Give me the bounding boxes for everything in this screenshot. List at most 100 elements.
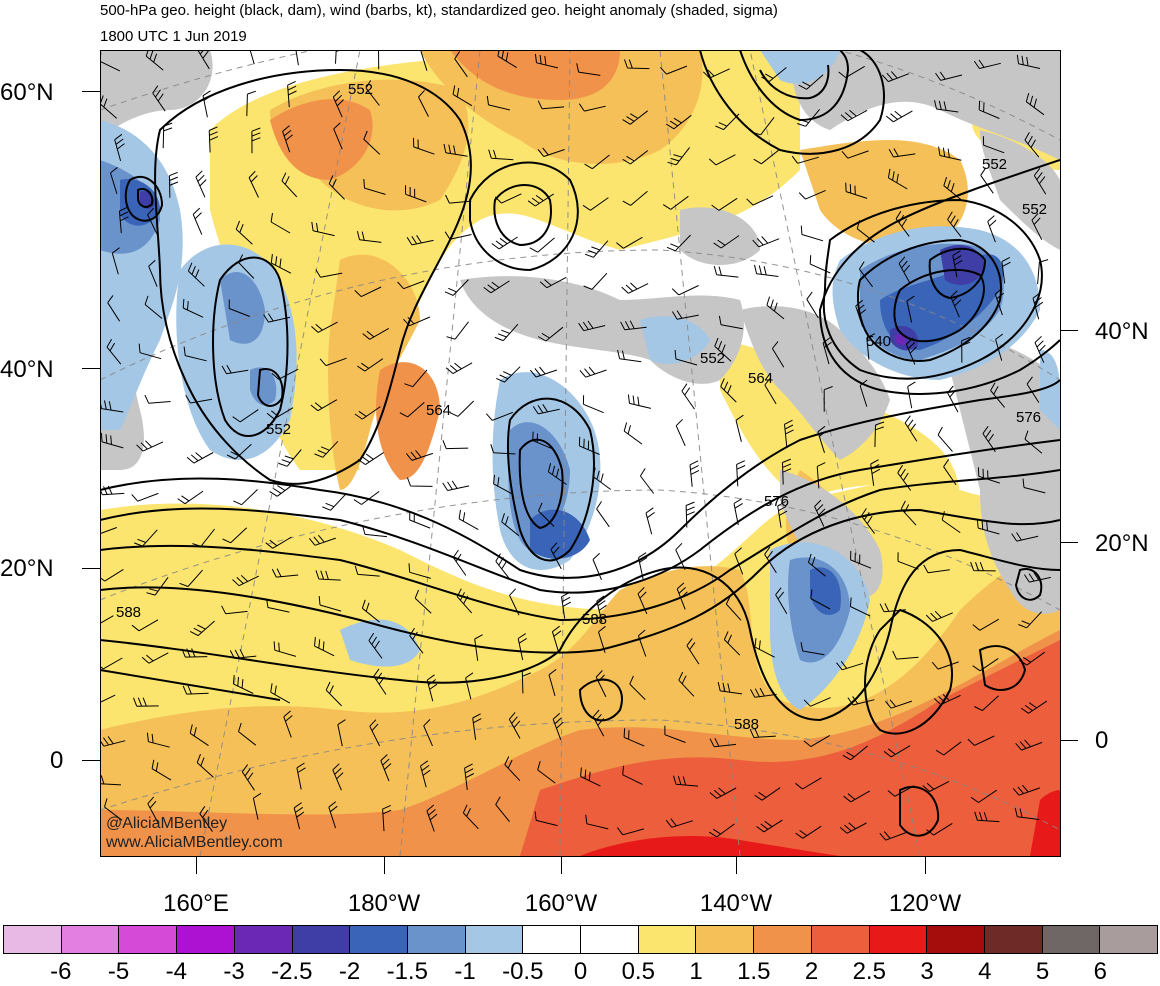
wind-barb — [961, 336, 971, 363]
colorbar-label: -2.5 — [271, 958, 313, 985]
wind-barb — [733, 498, 743, 526]
contour-label: 576 — [1016, 409, 1041, 426]
wind-barb — [521, 667, 531, 694]
wind-barb — [270, 254, 292, 274]
axis-tick — [1060, 330, 1078, 331]
wind-barb — [278, 449, 302, 467]
wind-barb — [1024, 430, 1043, 454]
wind-barb — [221, 605, 248, 615]
wind-barb — [708, 823, 735, 838]
colorbar-label: 2 — [804, 958, 819, 985]
colorbar-swatch — [696, 926, 755, 953]
wind-barb — [311, 221, 335, 237]
wind-barb — [495, 796, 510, 823]
wind-barb — [228, 299, 250, 317]
wind-barb — [529, 366, 558, 378]
wind-barb — [639, 468, 655, 494]
wind-barb — [576, 63, 601, 76]
wind-barb — [539, 276, 567, 289]
wind-barb — [676, 582, 688, 610]
wind-barb — [152, 85, 166, 112]
wind-barb — [319, 357, 347, 367]
wind-barb — [941, 511, 961, 534]
contour-label: 552 — [982, 156, 1007, 173]
wind-barb — [445, 362, 473, 375]
wind-barb — [138, 343, 162, 360]
map-title: 500-hPa geo. height (black, dam), wind (… — [100, 2, 778, 19]
wind-barb — [678, 671, 695, 697]
wind-barb — [972, 657, 999, 672]
wind-barb — [681, 383, 695, 410]
wind-barb — [162, 122, 173, 149]
wind-barb — [474, 634, 483, 661]
wind-barb — [943, 459, 957, 486]
wind-barb — [584, 240, 609, 258]
colorbar-swatch — [523, 926, 582, 953]
wind-barb — [363, 179, 386, 195]
wind-barb — [100, 527, 117, 535]
wind-barb — [405, 185, 427, 203]
wind-barb — [637, 629, 647, 657]
wind-barb — [315, 269, 343, 278]
wind-barb — [357, 358, 384, 372]
wind-barb — [550, 542, 562, 570]
anomaly-map: 552 552 552 552 552 540 564 564 576 576 … — [100, 50, 1060, 856]
wind-barb — [252, 792, 262, 820]
wind-barb — [187, 262, 205, 287]
wind-barb — [490, 444, 516, 455]
wind-barb — [842, 745, 869, 761]
wind-barb — [353, 490, 380, 505]
wind-barb — [110, 167, 118, 195]
wind-barb — [777, 501, 788, 528]
lat-label-right: 20°N — [1095, 530, 1149, 557]
wind-barb — [798, 189, 826, 200]
wind-barb — [192, 528, 215, 547]
wind-barb — [146, 577, 169, 596]
wind-barb — [408, 563, 431, 579]
colorbar-swatch — [61, 926, 120, 953]
wind-barb — [532, 404, 560, 415]
wind-barb — [578, 436, 600, 455]
colorbar-swatch — [292, 926, 351, 953]
lat-label-right: 0 — [1095, 727, 1109, 754]
wind-barb — [976, 519, 1000, 535]
wind-barb — [596, 501, 610, 528]
wind-barb — [937, 426, 953, 452]
wind-barb — [934, 100, 959, 113]
wind-barb — [409, 627, 424, 654]
wind-barb — [504, 756, 521, 782]
colorbar-swatch — [177, 926, 235, 953]
wind-barb — [462, 804, 479, 830]
wind-barb — [238, 254, 255, 279]
wind-barb — [179, 569, 203, 587]
lon-label: 160°W — [524, 890, 598, 917]
wind-barb — [982, 136, 1005, 154]
wind-barb — [938, 146, 962, 161]
wind-barb — [897, 552, 919, 570]
wind-barb — [287, 80, 297, 108]
wind-barb — [750, 687, 777, 698]
wind-barb — [645, 507, 655, 535]
colorbar-label: -5 — [107, 958, 130, 985]
wind-barb — [151, 759, 172, 781]
wind-barb — [847, 696, 875, 706]
wind-barb — [974, 695, 999, 712]
wind-barb — [202, 90, 212, 118]
colorbar-swatch — [407, 926, 466, 953]
wind-barb — [414, 589, 432, 614]
wind-barb — [904, 415, 918, 442]
contour-label: 588 — [734, 716, 759, 733]
wind-barb — [491, 236, 518, 250]
colorbar-swatch — [1100, 926, 1158, 953]
wind-barb — [273, 641, 297, 657]
contour-label: 564 — [426, 402, 451, 419]
wind-barb — [136, 440, 164, 452]
wind-barb — [548, 669, 557, 697]
wind-barb — [720, 378, 737, 403]
contour-label: 552 — [266, 421, 291, 438]
wind-barb — [624, 59, 650, 70]
contour-label: 552 — [1022, 201, 1047, 218]
wind-barb — [905, 337, 917, 365]
wind-barb — [585, 814, 609, 830]
wind-barb — [208, 126, 219, 153]
